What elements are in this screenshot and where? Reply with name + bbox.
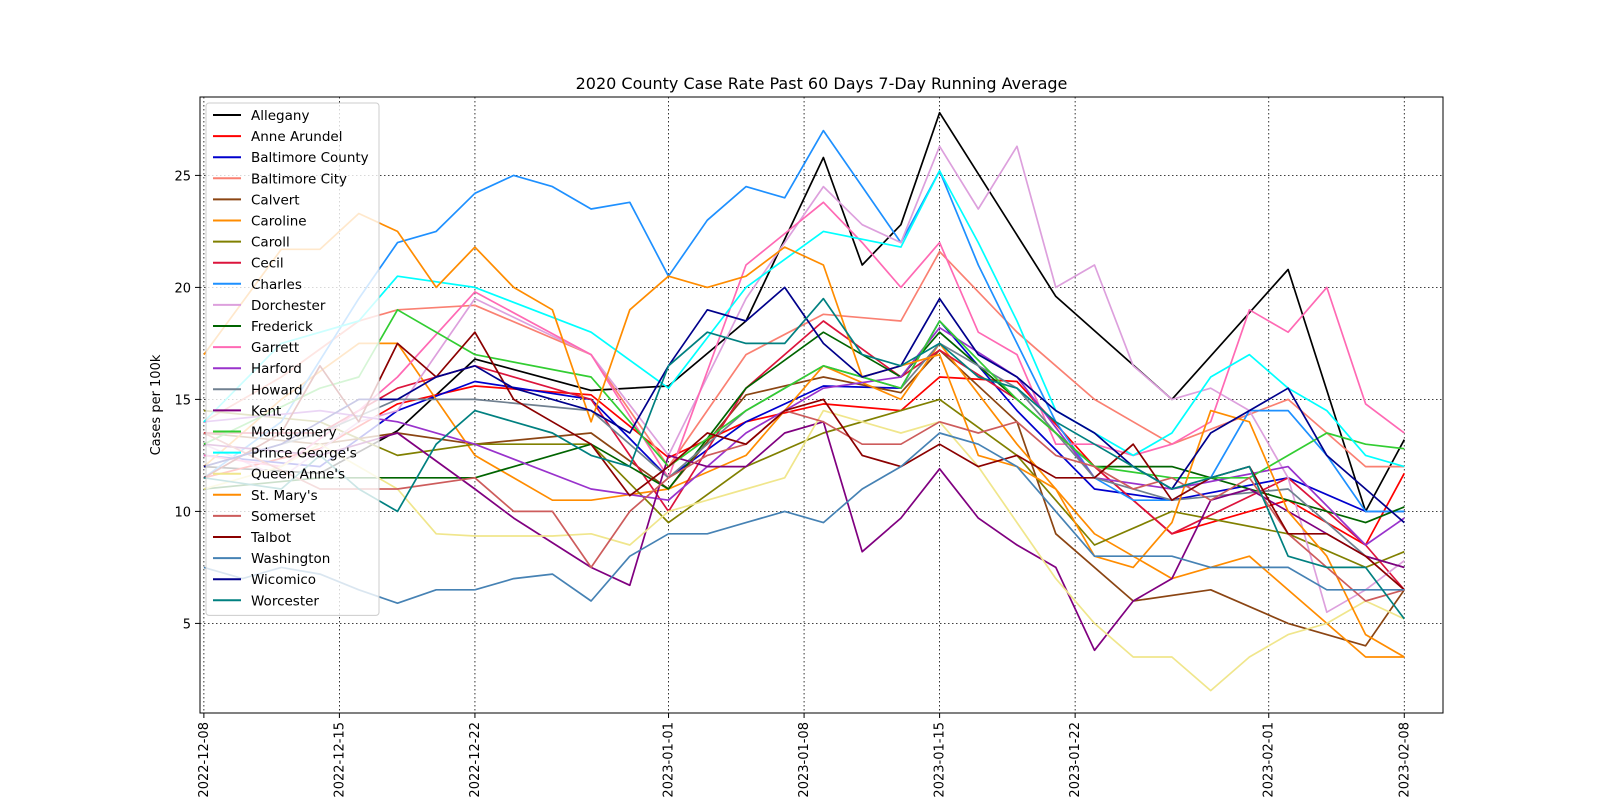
legend-label-caroll: Caroll: [251, 235, 290, 251]
series-line-dorchester: [203, 145, 1405, 614]
series-line-somerset: [203, 409, 1405, 602]
x-tick-label: 2022-12-22: [468, 722, 483, 798]
legend-label-talbot: Talbot: [250, 530, 291, 546]
series-line-garrett: [203, 201, 1405, 479]
legend-label-washington: Washington: [251, 551, 330, 567]
y-tick-label: 5: [183, 617, 191, 632]
legend-label-baltimore-city: Baltimore City: [251, 171, 347, 187]
x-tick-label: 2023-01-08: [797, 722, 812, 798]
legend-label-calvert: Calvert: [251, 192, 300, 208]
legend-label-allegany: Allegany: [251, 108, 309, 124]
series-line-calvert: [203, 349, 1405, 647]
x-axis-ticks: 2022-12-08 2022-12-15 2022-12-22 2023-01-01…: [197, 713, 1412, 798]
series-lines: [203, 111, 1406, 692]
legend-label-st-mary-s: St. Mary's: [251, 488, 318, 504]
legend-label-kent: Kent: [251, 403, 281, 419]
legend-label-montgomery: Montgomery: [251, 425, 337, 441]
legend-label-prince-george-s: Prince George's: [251, 446, 357, 462]
legend-label-harford: Harford: [251, 361, 302, 377]
legend-label-cecil: Cecil: [251, 256, 284, 272]
legend-label-queen-anne-s: Queen Anne's: [251, 467, 345, 483]
legend-label-frederick: Frederick: [251, 319, 313, 335]
legend-box: [205, 102, 380, 616]
legend-label-caroline: Caroline: [251, 214, 307, 230]
legend-label-anne-arundel: Anne Arundel: [251, 129, 342, 145]
series-line-allegany: [203, 111, 1406, 513]
legend-label-baltimore-county: Baltimore County: [251, 150, 369, 166]
legend: Allegany Anne Arundel Baltimore County Balt…: [205, 102, 380, 616]
chart-title: 2020 County Case Rate Past 60 Days 7-Day…: [576, 74, 1068, 93]
legend-label-worcester: Worcester: [251, 593, 319, 609]
series-line-prince-george-s: [203, 170, 1405, 468]
legend-label-wicomico: Wicomico: [251, 572, 316, 588]
series-line-kent: [203, 420, 1405, 652]
x-tick-label: 2023-01-15: [933, 722, 948, 798]
series-line-washington: [203, 432, 1405, 605]
series-line-worcester: [203, 297, 1405, 620]
series-line-queen-anne-s: [203, 409, 1405, 692]
y-tick-label: 10: [174, 505, 191, 520]
y-axis-ticks: 5 10 15 20 25: [174, 169, 200, 632]
y-tick-label: 20: [174, 281, 191, 296]
series-line-wicomico: [203, 286, 1405, 524]
y-axis-label: Cases per 100k: [149, 354, 164, 455]
x-tick-label: 2023-01-22: [1068, 722, 1083, 798]
y-tick-label: 15: [174, 393, 191, 408]
x-tick-label: 2023-01-01: [662, 722, 677, 798]
y-tick-label: 25: [174, 169, 191, 184]
x-tick-label: 2022-12-08: [197, 722, 212, 798]
legend-label-somerset: Somerset: [251, 509, 315, 525]
x-tick-label: 2022-12-15: [332, 722, 347, 798]
series-line-baltimore-city: [203, 250, 1405, 468]
series-line-st-mary-s: [203, 212, 1405, 658]
plot-frame: [199, 96, 1444, 714]
series-line-anne-arundel: [203, 376, 1406, 546]
x-tick-label: 2023-02-01: [1262, 722, 1277, 798]
legend-label-howard: Howard: [251, 382, 303, 398]
series-line-charles: [203, 129, 1405, 513]
x-tick-label: 2023-02-08: [1397, 722, 1412, 798]
legend-label-garrett: Garrett: [251, 340, 299, 356]
legend-label-charles: Charles: [251, 277, 302, 293]
legend-label-dorchester: Dorchester: [251, 298, 326, 314]
